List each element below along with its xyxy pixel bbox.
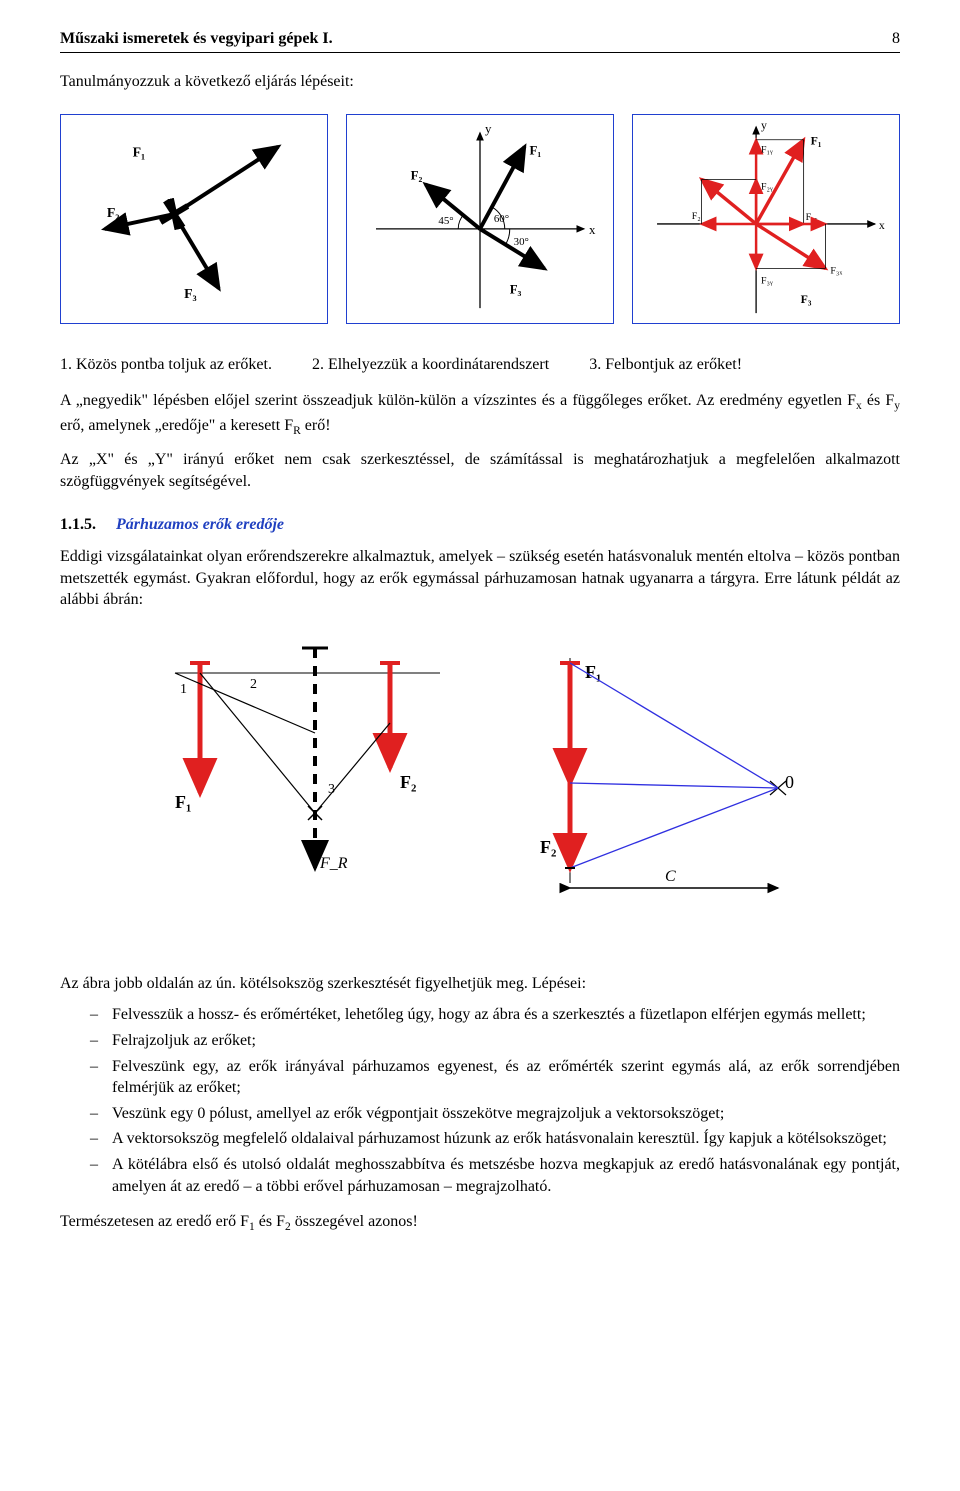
caption-1: 1. Közös pontba toljuk az erőket. [60,354,272,376]
step-5: A vektorsokszög megfelelő oldalaival pár… [90,1128,900,1150]
paragraph-funicular-intro: Az ábra jobb oldalán az ún. kötélsokszög… [60,973,900,995]
svg-text:30°: 30° [514,236,529,248]
svg-text:F₃: F₃ [510,282,522,296]
svg-text:F₂: F₂ [400,772,416,792]
section-title: Párhuzamos erők eredője [116,516,284,533]
svg-text:3: 3 [328,782,335,797]
svg-text:F₃: F₃ [801,292,812,306]
svg-text:F₁: F₁ [175,792,191,812]
paragraph-trig: Az „X" és „Y" irányú erőket nem csak sze… [60,449,900,492]
paragraph-step4: A „negyedik" lépésben előjel szerint öss… [60,390,900,439]
figure-row-top: F₁ F₂ F₃ x y F₁ [60,114,900,324]
header-title: Műszaki ismeretek és vegyipari gépek I. [60,28,333,50]
svg-text:2: 2 [250,677,257,692]
svg-text:F₃: F₃ [184,286,197,301]
svg-text:F₂ᵧ: F₂ᵧ [761,181,773,192]
intro-paragraph: Tanulmányozzuk a következő eljárás lépés… [60,71,900,93]
paragraph-parallel-intro: Eddigi vizsgálatainkat olyan erőrendszer… [60,546,900,611]
svg-text:F₁: F₁ [530,144,542,158]
svg-text:F₂: F₂ [411,169,423,183]
figure-3-decomposed: x y F₁ F₁ₓ F₁ᵧ F₂ F₂ᵧ F₃ₓ [632,114,900,324]
svg-text:x: x [879,218,885,232]
svg-text:F₂: F₂ [107,205,120,220]
figure-captions: 1. Közös pontba toljuk az erőket. 2. Elh… [60,354,900,376]
svg-text:F₁ₓ: F₁ₓ [806,212,818,223]
svg-text:F₃ᵧ: F₃ᵧ [761,276,773,287]
svg-text:F₁: F₁ [811,134,822,148]
svg-text:F₁ᵧ: F₁ᵧ [761,145,773,156]
svg-text:y: y [761,118,767,132]
svg-text:1: 1 [180,682,187,697]
figure-parallel-forces: F₁ F₂ F_R 2 1 3 F₁ F₂ 0 [60,633,900,933]
figure-1-forces: F₁ F₂ F₃ [60,114,328,324]
svg-text:F₁: F₁ [133,145,146,160]
step-6: A kötélábra első és utolsó oldalát megho… [90,1154,900,1197]
section-heading-1-1-5: 1.1.5. Párhuzamos erők eredője [60,514,900,536]
caption-3: 3. Felbontjuk az erőket! [589,354,742,376]
step-1: Felvesszük a hossz- és erőmértéket, lehe… [90,1004,900,1026]
svg-text:45°: 45° [438,215,453,227]
paragraph-result-sum: Természetesen az eredő erő F1 és F2 össz… [60,1211,900,1236]
step-3: Felveszünk egy, az erők irányával párhuz… [90,1056,900,1099]
svg-text:F₃ₓ: F₃ₓ [830,266,842,277]
svg-text:F₂: F₂ [692,211,701,222]
step-4: Veszünk egy 0 pólust, amellyel az erők v… [90,1103,900,1125]
figure-2-coord-system: x y F₁ F₂ F₃ 60° 45° 30° [346,114,614,324]
svg-text:60°: 60° [494,213,509,225]
caption-2: 2. Elhelyezzük a koordinátarendszert [312,354,549,376]
page-header: Műszaki ismeretek és vegyipari gépek I. … [60,28,900,53]
svg-text:0: 0 [785,772,794,792]
svg-text:F_R: F_R [319,855,348,872]
svg-text:x: x [589,223,596,237]
svg-text:F₂: F₂ [540,837,556,857]
steps-list: Felvesszük a hossz- és erőmértéket, lehe… [60,1004,900,1197]
svg-text:C: C [665,868,676,885]
svg-text:y: y [485,122,492,136]
svg-text:F₁: F₁ [585,662,601,682]
section-number: 1.1.5. [60,516,96,533]
step-2: Felrajzoljuk az erőket; [90,1030,900,1052]
header-page-number: 8 [892,28,900,50]
